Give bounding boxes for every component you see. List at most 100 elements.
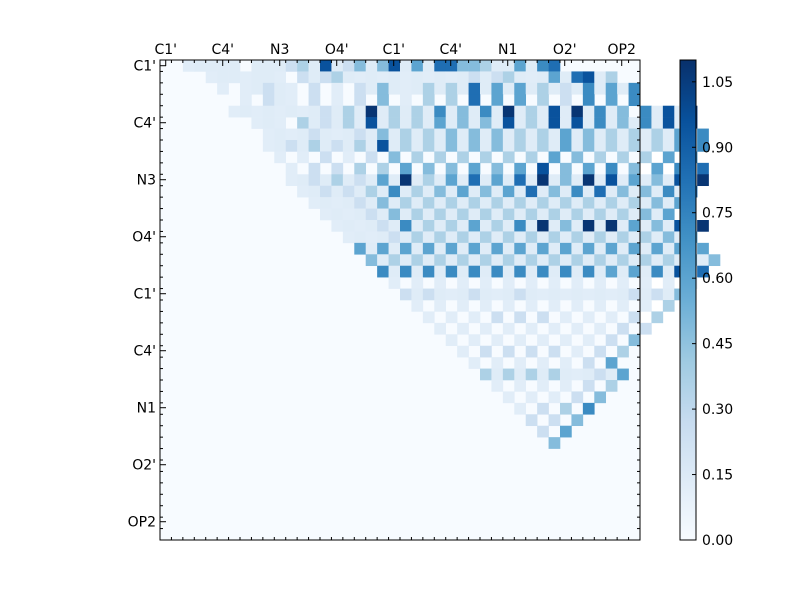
heatmap-cell <box>697 242 709 255</box>
heatmap-cell <box>594 254 607 267</box>
x-tick-label: C1' <box>382 42 405 58</box>
heatmap-cell <box>640 197 652 209</box>
heatmap-cell <box>502 220 515 232</box>
heatmap-cell <box>320 117 332 129</box>
heatmap-cell <box>388 197 401 209</box>
heatmap-cell <box>480 117 492 129</box>
heatmap-cell <box>491 254 504 267</box>
heatmap-cell <box>537 208 549 221</box>
heatmap-cell <box>457 117 469 129</box>
heatmap-cell <box>491 140 504 152</box>
heatmap-cell <box>365 140 378 152</box>
heatmap-cell <box>308 162 321 175</box>
heatmap-cell <box>560 94 572 107</box>
heatmap-cell <box>457 322 469 335</box>
heatmap-cell <box>308 71 321 84</box>
heatmap-cell <box>537 197 549 209</box>
heatmap-cell <box>560 82 572 95</box>
heatmap-cell <box>514 185 527 198</box>
heatmap-cell <box>548 231 561 244</box>
heatmap-cell <box>594 368 607 381</box>
heatmap-cell <box>605 265 618 278</box>
heatmap-cell <box>308 174 321 187</box>
heatmap-cell <box>320 151 332 164</box>
heatmap-cell <box>617 254 629 267</box>
heatmap-cell <box>640 254 652 267</box>
heatmap-cell <box>697 140 709 152</box>
heatmap-cell <box>514 288 527 301</box>
heatmap-cell <box>548 185 561 198</box>
heatmap-cell <box>548 71 561 84</box>
heatmap-cell <box>525 82 538 95</box>
heatmap-cell <box>468 357 481 369</box>
heatmap-cell <box>377 60 389 72</box>
heatmap-cell <box>365 117 378 129</box>
heatmap-cell <box>548 140 561 152</box>
heatmap-cell <box>662 128 675 141</box>
heatmap-cell <box>422 254 435 267</box>
heatmap-cell <box>445 220 458 232</box>
heatmap-cell <box>400 71 412 84</box>
heatmap-cell <box>537 242 549 255</box>
heatmap-cell <box>571 174 584 187</box>
heatmap-cell <box>537 140 549 152</box>
heatmap-cell <box>640 277 652 289</box>
heatmap-cell <box>628 265 641 278</box>
heatmap-cell <box>365 197 378 209</box>
heatmap-cell <box>605 162 618 175</box>
colorbar-tick-label: 0.15 <box>702 468 733 484</box>
heatmap-cell <box>582 208 595 221</box>
heatmap-cell <box>377 242 389 255</box>
heatmap-cell <box>297 105 309 118</box>
heatmap-cell <box>582 265 595 278</box>
heatmap-cell <box>388 185 401 198</box>
heatmap-cell <box>651 242 664 255</box>
heatmap-cell <box>331 220 344 232</box>
heatmap-cell <box>662 254 675 267</box>
heatmap-cell <box>662 277 675 289</box>
heatmap-cell <box>411 128 424 141</box>
heatmap-cell <box>548 208 561 221</box>
heatmap-cell <box>434 288 447 301</box>
heatmap-cell <box>434 140 447 152</box>
heatmap-cell <box>491 82 504 95</box>
heatmap-cell <box>400 128 412 141</box>
heatmap-cell <box>605 220 618 232</box>
heatmap-cell <box>422 71 435 84</box>
colorbar-tick-label: 1.05 <box>702 75 733 91</box>
heatmap-cell <box>388 174 401 187</box>
heatmap-cell <box>388 105 401 118</box>
heatmap-cell <box>468 311 481 324</box>
heatmap-cell <box>628 128 641 141</box>
heatmap-cell <box>560 254 572 267</box>
heatmap-cells <box>160 60 721 540</box>
heatmap-cell <box>354 162 367 175</box>
heatmap-cell <box>537 265 549 278</box>
heatmap-cell <box>457 242 469 255</box>
heatmap-cell <box>365 82 378 95</box>
heatmap-cell <box>617 231 629 244</box>
heatmap-cell <box>354 117 367 129</box>
heatmap-cell <box>331 174 344 187</box>
heatmap-cell <box>480 300 492 312</box>
heatmap-cell <box>480 105 492 118</box>
y-tick-label: N1 <box>137 401 156 417</box>
heatmap-cell <box>662 174 675 187</box>
heatmap-cell <box>640 322 652 335</box>
heatmap-cell <box>491 208 504 221</box>
heatmap-cell <box>422 140 435 152</box>
heatmap-cell <box>377 105 389 118</box>
heatmap-cell <box>525 71 538 84</box>
heatmap-cell <box>297 71 309 84</box>
heatmap-cell <box>377 174 389 187</box>
heatmap-cell <box>537 82 549 95</box>
heatmap-cell <box>445 71 458 84</box>
heatmap-cell <box>388 242 401 255</box>
heatmap-cell <box>468 288 481 301</box>
heatmap-cell <box>274 128 287 141</box>
heatmap-cell <box>480 277 492 289</box>
heatmap-cell <box>285 162 298 175</box>
heatmap-cell <box>388 71 401 84</box>
heatmap-cell <box>662 231 675 244</box>
heatmap-cell <box>640 117 652 129</box>
